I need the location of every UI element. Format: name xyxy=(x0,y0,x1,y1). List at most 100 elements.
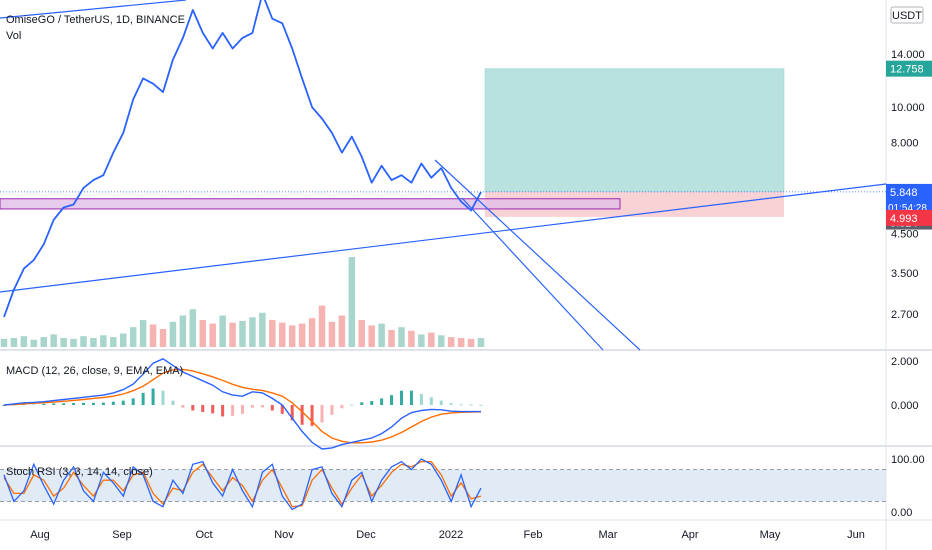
stop-loss-tag-bg xyxy=(886,209,932,226)
volume-bar xyxy=(159,329,167,347)
volume-bar xyxy=(279,322,286,347)
volume-bar xyxy=(100,335,107,347)
macd-histogram-bar xyxy=(419,394,423,405)
volume-bar xyxy=(40,337,47,347)
macd-histogram-bar xyxy=(231,405,235,416)
volume-bar xyxy=(179,315,187,347)
countdown-text: 01:54:28 xyxy=(888,203,927,214)
macd-histogram-bar xyxy=(400,390,403,405)
macd-histogram-bar xyxy=(151,388,155,405)
volume-bar xyxy=(328,321,336,347)
symbol-title: OmiseGO / TetherUS, 1D, BINANCE xyxy=(6,14,185,26)
volume-bar xyxy=(428,332,435,347)
volume-bar xyxy=(70,338,77,347)
volume-bar xyxy=(169,321,177,347)
target-price-tag-bg xyxy=(886,60,932,77)
volume-bar xyxy=(408,330,415,347)
time-axis-tick: Apr xyxy=(681,529,698,541)
stoch-k-line[interactable] xyxy=(3,458,482,511)
macd-title: MACD (12, 26, close, 9, EMA, EMA) xyxy=(6,365,183,377)
last-price-tag-bg xyxy=(886,183,932,214)
macd-histogram-bar xyxy=(439,400,443,405)
macd-line[interactable] xyxy=(3,358,481,450)
time-axis-tick: May xyxy=(760,529,781,541)
macd-histogram-bar xyxy=(191,405,195,411)
volume-bar xyxy=(358,320,365,347)
macd-histogram-bar xyxy=(161,390,165,405)
macd-histogram-bar xyxy=(2,405,6,406)
stop-loss-tag: 4.993 xyxy=(886,209,932,226)
macd-histogram-bar xyxy=(310,405,314,426)
support-zone-box[interactable] xyxy=(0,198,621,210)
volume-bar xyxy=(129,327,137,347)
volume-bar xyxy=(199,320,206,347)
volume-bar xyxy=(269,320,276,347)
volume-bar xyxy=(388,329,395,347)
price-axis-tick: 8.000 xyxy=(891,137,919,149)
volume-bar xyxy=(239,320,246,347)
volume-bar xyxy=(477,338,485,347)
time-axis-tick: Oct xyxy=(195,529,212,541)
macd-histogram-bar xyxy=(181,405,185,408)
volume-bar xyxy=(418,334,425,347)
volume-bar xyxy=(149,324,157,347)
price-series-line[interactable] xyxy=(3,0,482,318)
volume-bar xyxy=(467,338,475,347)
volume-bar xyxy=(398,327,405,347)
macd-histogram-bar xyxy=(221,405,225,417)
macd-histogram-bar xyxy=(72,403,76,405)
macd-histogram-bar xyxy=(131,398,135,405)
volume-bar xyxy=(189,309,197,347)
last-price-tag-text: 5.848 xyxy=(890,187,918,199)
stoch-rsi-title: Stoch RSI (3, 3, 14, 14, close) xyxy=(6,466,153,478)
volume-bar xyxy=(30,339,38,347)
volume-bar xyxy=(229,322,236,347)
volume-bar xyxy=(139,320,147,347)
macd-histogram-bar xyxy=(429,397,433,405)
time-axis-tick: Dec xyxy=(356,529,376,541)
volume-bar xyxy=(368,325,375,347)
macd-axis-tick: 2.000 xyxy=(891,356,919,368)
volume-bar xyxy=(288,325,296,347)
currency-button[interactable]: USDT xyxy=(890,6,924,24)
time-axis-tick: Nov xyxy=(274,529,294,541)
upper-trendline[interactable] xyxy=(0,0,187,19)
descending-channel-upper[interactable] xyxy=(434,159,641,351)
stoch-axis-tick: 100.00 xyxy=(891,454,925,466)
volume-bar xyxy=(50,334,57,347)
currency-label: USDT xyxy=(892,10,922,22)
macd-histogram-bar xyxy=(360,402,364,405)
macd-histogram-bar xyxy=(42,403,46,405)
volume-bar xyxy=(90,338,97,347)
macd-histogram-bar xyxy=(52,403,56,405)
price-axis-tick: 10.000 xyxy=(891,102,925,114)
macd-histogram-bar xyxy=(241,405,244,414)
volume-bar xyxy=(348,257,356,347)
macd-histogram-bar xyxy=(469,404,473,406)
volume-bar xyxy=(219,315,226,347)
stoch-d-line[interactable] xyxy=(3,460,482,508)
volume-bar xyxy=(338,315,346,347)
macd-signal-line[interactable] xyxy=(3,368,482,444)
macd-axis-tick: 0.000 xyxy=(891,400,919,412)
descending-channel-lower[interactable] xyxy=(461,197,604,351)
macd-histogram-bar xyxy=(171,400,175,405)
macd-histogram-bar xyxy=(141,392,145,405)
macd-histogram-bar xyxy=(91,402,95,405)
volume-bar xyxy=(457,338,465,347)
price-axis-tick: 2.700 xyxy=(891,309,919,321)
macd-histogram-bar xyxy=(409,390,413,405)
time-axis-tick: Feb xyxy=(524,529,543,541)
volume-bar xyxy=(110,337,117,347)
volume-bar xyxy=(209,323,216,347)
profit-target-zone[interactable] xyxy=(484,68,785,193)
price-axis-tick: 14.000 xyxy=(891,49,925,61)
macd-histogram-bar xyxy=(201,405,205,413)
macd-histogram-bar xyxy=(101,402,105,405)
macd-histogram-bar xyxy=(111,401,115,405)
macd-histogram-bar xyxy=(459,404,463,406)
rising-trendline[interactable] xyxy=(0,183,887,293)
time-axis-tick: Mar xyxy=(599,529,618,541)
volume-bar xyxy=(259,312,266,347)
